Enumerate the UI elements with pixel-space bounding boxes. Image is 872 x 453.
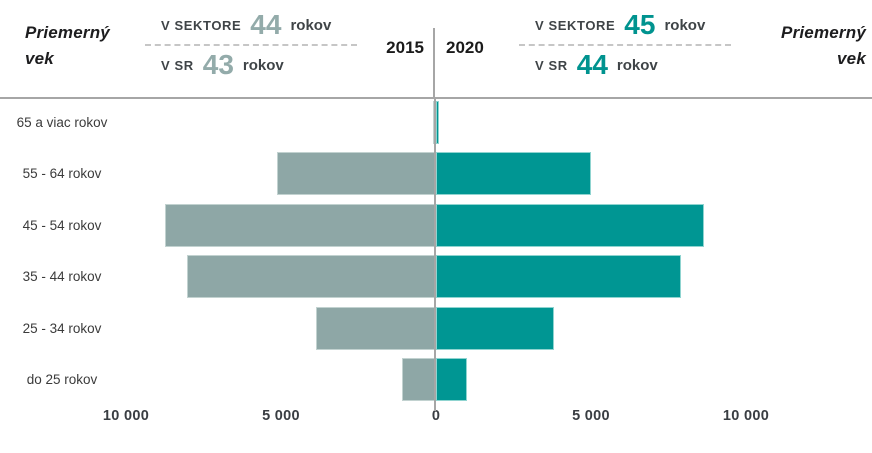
chart-row-35-44: 35 - 44 rokov <box>0 255 872 298</box>
chart-row-65-plus: 65 a viac rokov <box>0 101 872 144</box>
x-tick-label: 10 000 <box>722 408 770 424</box>
right-axis-title-line2: vek <box>837 48 866 68</box>
stats-2015-sr-value: 43 <box>202 49 234 80</box>
stats-2020-dashed-divider <box>519 44 731 46</box>
stats-2015-sector-value: 44 <box>250 9 282 40</box>
bar-2015 <box>187 255 435 298</box>
category-label: do 25 rokov <box>26 372 98 387</box>
stats-2020-sector-unit: rokov <box>664 16 706 34</box>
bar-2020 <box>436 152 591 195</box>
right-axis-title: Priemerný vek <box>740 20 866 71</box>
bar-2020 <box>436 358 467 401</box>
chart-row-55-64: 55 - 64 rokov <box>0 152 872 195</box>
stats-2015-sector-line: V SEKTORE 44 rokov <box>145 6 357 44</box>
left-axis-title-line2: vek <box>25 48 54 68</box>
stats-2020-sr-label: V SR <box>535 57 568 73</box>
bar-2015 <box>276 152 435 195</box>
stats-2015-dashed-divider <box>145 44 357 46</box>
category-label: 35 - 44 rokov <box>22 269 102 284</box>
category-label: 55 - 64 rokov <box>22 166 102 181</box>
stats-2015-sr-line: V SR 43 rokov <box>145 46 357 84</box>
stats-2020-sr-line: V SR 44 rokov <box>519 46 731 84</box>
zero-axis-line <box>434 97 436 411</box>
stats-2015-sector-unit: rokov <box>290 16 332 34</box>
header-center-divider <box>433 28 435 97</box>
year-label-2020: 2020 <box>446 38 484 57</box>
stats-2020-sector-label: V SEKTORE <box>535 17 616 33</box>
category-label: 65 a viac rokov <box>16 115 108 130</box>
right-axis-title-line1: Priemerný <box>781 23 866 42</box>
bar-2020 <box>436 307 554 350</box>
stats-2020-sr-unit: rokov <box>616 56 658 74</box>
x-tick-label: 5 000 <box>262 408 300 424</box>
left-axis-title: Priemerný vek <box>25 20 110 71</box>
stats-2015-sector-label: V SEKTORE <box>161 17 242 33</box>
category-label: 25 - 34 rokov <box>22 321 102 336</box>
chart-row-25-34: 25 - 34 rokov <box>0 307 872 350</box>
chart-row-do-25: do 25 rokov <box>0 358 872 401</box>
stats-2015-block: V SEKTORE 44 rokov V SR 43 rokov <box>145 6 357 84</box>
bar-2015 <box>315 307 435 350</box>
bar-2020 <box>436 101 440 144</box>
stats-2020-sector-line: V SEKTORE 45 rokov <box>519 6 731 44</box>
category-label: 45 - 54 rokov <box>22 218 102 233</box>
header-horizontal-rule <box>0 97 872 99</box>
bar-2015 <box>165 204 435 247</box>
stats-2020-sr-value: 44 <box>576 49 608 80</box>
x-tick-label: 5 000 <box>572 408 610 424</box>
stats-2015-sr-label: V SR <box>161 57 194 73</box>
year-label-2015: 2015 <box>386 38 424 57</box>
bar-2020 <box>436 255 681 298</box>
bar-2020 <box>436 204 705 247</box>
x-tick-label: 0 <box>431 408 441 424</box>
x-tick-label: 10 000 <box>102 408 150 424</box>
left-axis-title-line1: Priemerný <box>25 23 110 42</box>
stats-2020-block: V SEKTORE 45 rokov V SR 44 rokov <box>519 6 731 84</box>
chart-row-45-54: 45 - 54 rokov <box>0 204 872 247</box>
stats-2015-sr-unit: rokov <box>242 56 284 74</box>
stats-2020-sector-value: 45 <box>624 9 656 40</box>
bar-2015 <box>402 358 435 401</box>
